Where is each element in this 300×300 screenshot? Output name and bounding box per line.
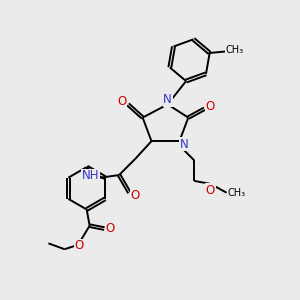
Text: O: O [206,100,215,113]
Text: CH₃: CH₃ [226,45,244,55]
Text: O: O [117,95,127,108]
Text: O: O [206,184,215,197]
Text: O: O [75,239,84,252]
Text: NH: NH [82,169,99,182]
Text: CH₃: CH₃ [227,188,245,198]
Text: O: O [131,188,140,202]
Text: N: N [163,93,172,106]
Text: O: O [106,222,115,235]
Text: N: N [179,138,188,151]
